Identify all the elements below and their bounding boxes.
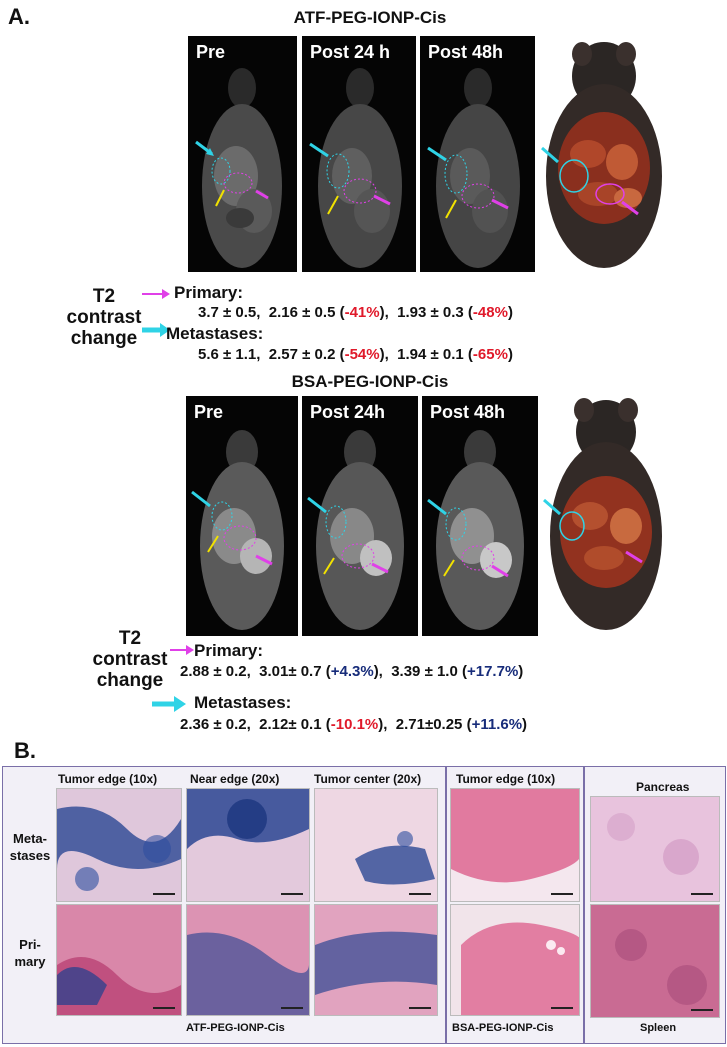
histology-met-center-20x	[314, 788, 438, 902]
histology-spleen	[590, 904, 720, 1018]
group2-title: BSA-PEG-IONP-Cis	[291, 372, 449, 391]
mri-bsa-post24: Post 24h	[302, 396, 418, 636]
mri-atf-post48: Post 48h	[420, 36, 535, 272]
row-label-metastases: Meta- stases	[9, 831, 51, 863]
histology-primary-center-20x	[314, 904, 438, 1016]
mri-label-post48: Post 48h	[428, 42, 504, 62]
histology-primary-edge-10x	[56, 904, 182, 1016]
histology-bsa-met-edge	[450, 788, 580, 902]
col-near-edge-20x: Near edge (20x)	[190, 772, 280, 786]
mri-bsa-pre: Pre	[186, 396, 298, 636]
mouse-dissection-photo-atf	[538, 36, 668, 272]
t2-contrast-label-1: T2 contrast change	[66, 286, 142, 349]
mri-bsa-post48: Post 48h	[422, 396, 538, 636]
spleen-label: Spleen	[640, 1022, 677, 1034]
primary-heading-2: Primary:	[194, 641, 263, 660]
mri-label-bsa-pre: Pre	[194, 402, 224, 422]
panel-b-label: B.	[14, 738, 36, 763]
col-bsa-tumor-edge-10x: Tumor edge (10x)	[456, 772, 556, 786]
primary-values-1: 3.7 ± 0.5, 2.16 ± 0.5 (-41%), 1.93 ± 0.3…	[198, 304, 513, 321]
atf-histology-caption: ATF-PEG-IONP-Cis	[186, 1022, 285, 1034]
panel-a-label: A.	[8, 4, 30, 29]
mri-label-post24: Post 24 h	[310, 42, 391, 62]
histology-met-edge-10x	[56, 788, 182, 902]
row-label-primary: Pri- mary	[14, 937, 46, 969]
mouse-dissection-photo-bsa	[542, 396, 670, 636]
pancreas-label: Pancreas	[636, 780, 690, 794]
histology-met-near-edge-20x	[186, 788, 310, 902]
histology-primary-near-edge-20x	[186, 904, 310, 1016]
metastases-heading-1: Metastases:	[166, 324, 264, 343]
metastases-values-1: 5.6 ± 1.1, 2.57 ± 0.2 (-54%), 1.94 ± 0.1…	[198, 346, 513, 363]
metastases-heading-2: Metastases:	[194, 693, 292, 712]
histology-bsa-primary-edge	[450, 904, 580, 1016]
primary-values-2: 2.88 ± 0.2, 3.01± 0.7 (+4.3%), 3.39 ± 1.…	[180, 663, 524, 680]
t2-contrast-label-2: T2 contrast change	[92, 628, 168, 691]
bsa-histology-caption: BSA-PEG-IONP-Cis	[452, 1022, 554, 1034]
group1-title: ATF-PEG-IONP-Cis	[293, 8, 447, 27]
mri-label-bsa-post24: Post 24h	[310, 402, 386, 422]
mri-label-pre: Pre	[196, 42, 226, 62]
col-tumor-center-20x: Tumor center (20x)	[314, 772, 422, 786]
histology-pancreas	[590, 796, 720, 902]
metastases-values-2: 2.36 ± 0.2, 2.12± 0.1 (-10.1%), 2.71±0.2…	[180, 716, 528, 733]
mri-atf-post24: Post 24 h	[302, 36, 416, 272]
legend-arrows-2	[152, 645, 194, 712]
col-tumor-edge-10x: Tumor edge (10x)	[58, 772, 158, 786]
legend-arrows-1	[142, 289, 170, 337]
mri-label-bsa-post48: Post 48h	[430, 402, 506, 422]
mri-atf-pre: Pre	[188, 36, 297, 272]
primary-heading-1: Primary:	[174, 283, 243, 302]
